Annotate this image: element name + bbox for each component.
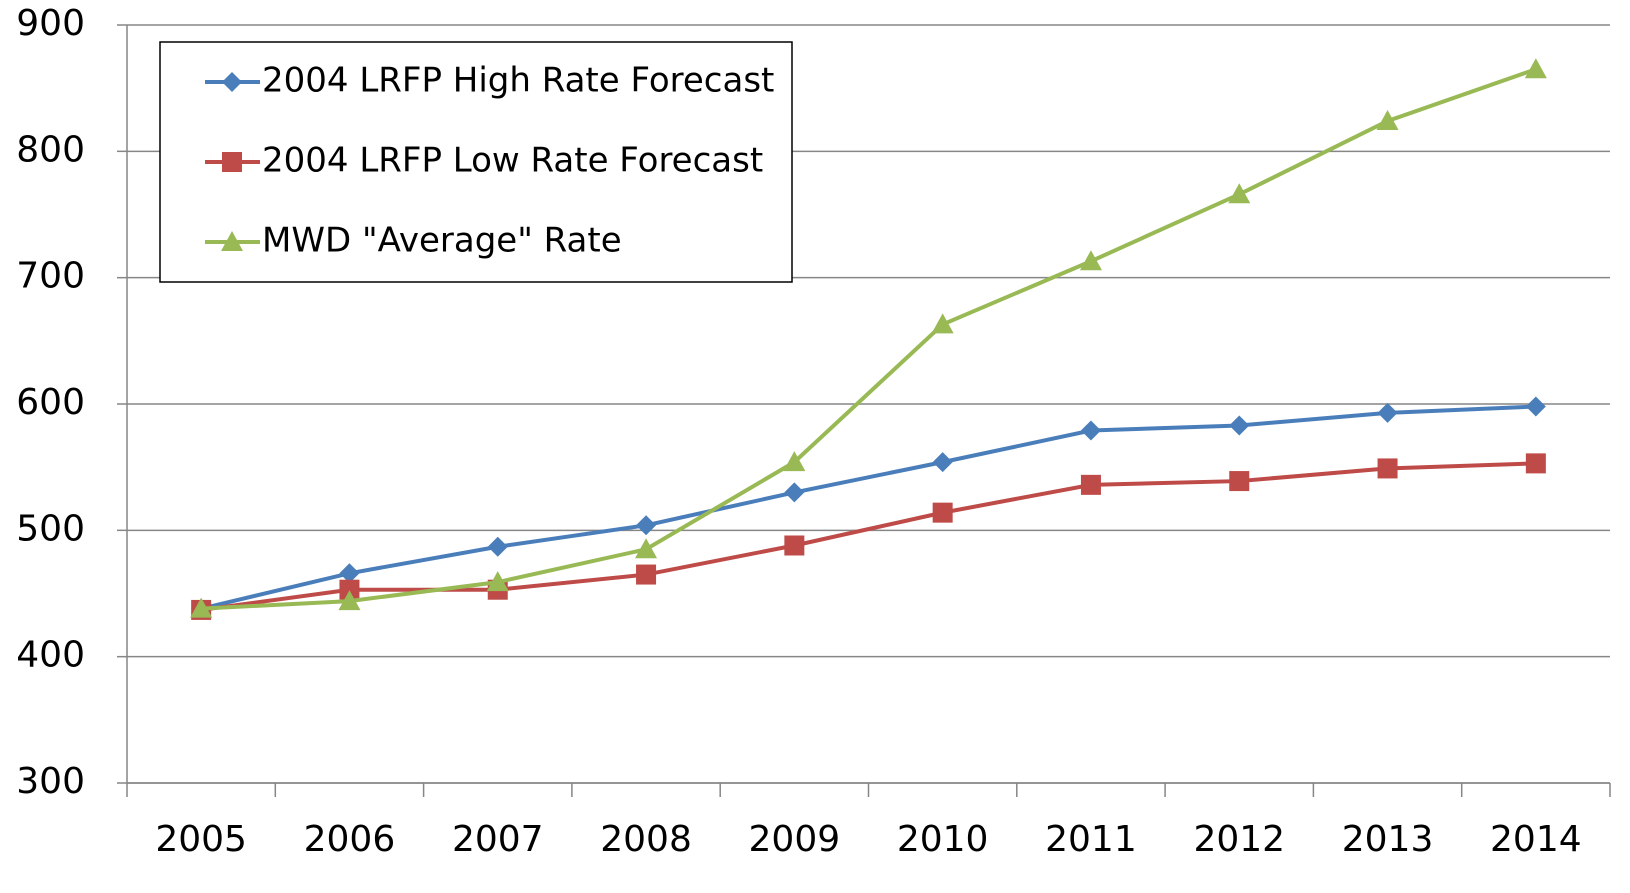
legend: 2004 LRFP High Rate Forecast 2004 LRFP Lo… xyxy=(159,41,793,283)
legend-box xyxy=(159,41,793,283)
marker xyxy=(190,597,213,618)
marker xyxy=(783,451,806,472)
series-line xyxy=(200,461,1536,612)
marker xyxy=(339,563,360,584)
marker xyxy=(1525,396,1546,417)
x-tick-label: 2008 xyxy=(600,819,692,860)
marker xyxy=(1228,183,1251,204)
marker xyxy=(1377,402,1398,423)
marker xyxy=(339,579,360,600)
marker xyxy=(1079,250,1102,271)
marker xyxy=(486,571,509,592)
legend-label: 2004 LRFP Low Rate Forecast xyxy=(262,141,763,181)
y-tick-label: 300 xyxy=(16,761,85,802)
marker xyxy=(338,590,361,611)
marker xyxy=(1080,474,1101,495)
marker xyxy=(1524,58,1547,79)
marker xyxy=(1080,420,1101,441)
series-line xyxy=(201,67,1537,611)
marker xyxy=(635,538,658,559)
x-tick-label: 2010 xyxy=(897,819,989,860)
marker xyxy=(1377,458,1398,479)
x-tick-label: 2012 xyxy=(1193,819,1285,860)
series-line xyxy=(200,404,1536,611)
x-tick-label: 2007 xyxy=(452,819,544,860)
y-tick-label: 600 xyxy=(16,382,85,423)
y-tick-label: 800 xyxy=(16,129,85,170)
y-tick-label: 900 xyxy=(16,3,85,44)
x-tick-label: 2011 xyxy=(1045,819,1137,860)
x-tick-label: 2013 xyxy=(1342,819,1434,860)
x-tick-label: 2005 xyxy=(155,819,247,860)
marker xyxy=(636,515,657,536)
x-tick-label: 2014 xyxy=(1490,819,1582,860)
marker xyxy=(1525,453,1546,474)
marker xyxy=(1229,415,1250,436)
marker xyxy=(222,72,242,92)
marker xyxy=(1376,110,1399,131)
x-tick-label: 2009 xyxy=(749,819,841,860)
y-tick-label: 500 xyxy=(16,508,85,549)
legend-label: 2004 LRFP High Rate Forecast xyxy=(262,61,774,101)
x-tick-label: 2006 xyxy=(304,819,396,860)
marker xyxy=(784,482,805,503)
y-tick-label: 400 xyxy=(16,635,85,676)
marker xyxy=(1229,471,1250,492)
marker xyxy=(487,536,508,557)
y-tick-label: 700 xyxy=(16,256,85,297)
marker xyxy=(221,231,243,251)
legend-label: MWD "Average" Rate xyxy=(262,221,622,261)
marker xyxy=(931,313,954,334)
marker xyxy=(784,535,805,556)
marker xyxy=(222,152,242,172)
marker xyxy=(932,502,953,523)
marker xyxy=(636,564,657,585)
marker xyxy=(932,452,953,473)
